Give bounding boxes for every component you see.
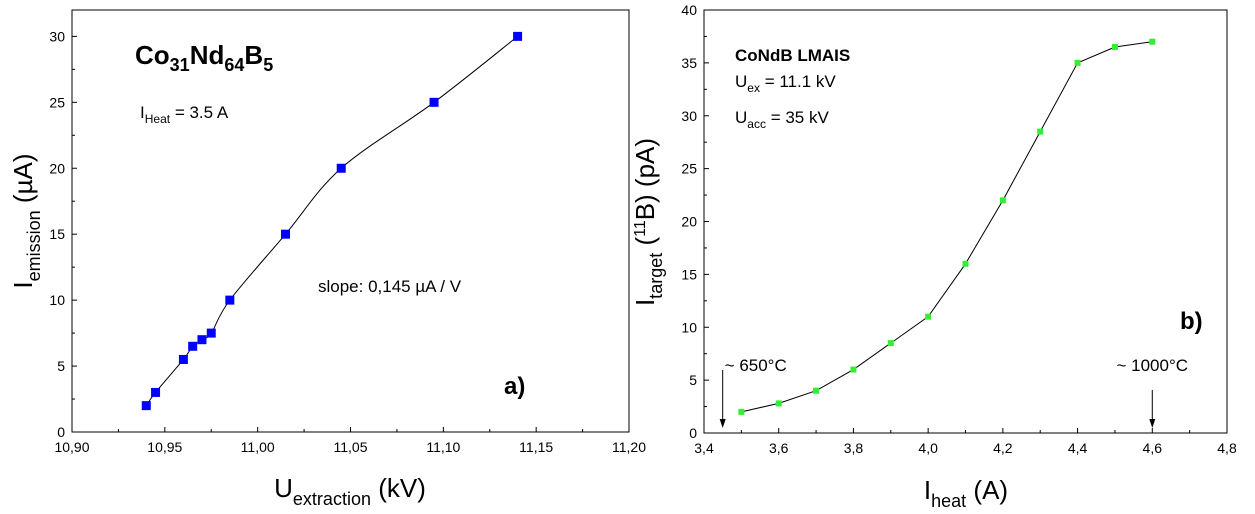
chart-b-title: CoNdB LMAIS xyxy=(735,46,850,65)
data-point xyxy=(1037,128,1044,135)
data-point xyxy=(281,229,291,239)
y-tick-label: 0 xyxy=(689,425,697,441)
chart-a-xlabel: Uextraction (kV) xyxy=(274,473,426,509)
y-tick-label: 20 xyxy=(681,214,697,230)
x-tick-label: 3,4 xyxy=(694,440,714,456)
x-tick-label: 3,8 xyxy=(844,440,864,456)
chart-a-ylabel: Iemission (µA) xyxy=(8,153,44,288)
annotation-label: ~ 650°C xyxy=(725,356,787,375)
x-tick-label: 4,2 xyxy=(993,440,1013,456)
y-tick-label: 0 xyxy=(57,424,65,440)
y-tick-label: 30 xyxy=(49,28,65,44)
x-tick-label: 11,10 xyxy=(426,439,460,455)
data-point xyxy=(336,163,346,173)
y-tick-label: 25 xyxy=(49,94,65,110)
chart-b-annotations: ~ 650°C ~ 1000°C xyxy=(719,356,1189,428)
data-point xyxy=(141,401,151,411)
y-tick-label: 25 xyxy=(681,161,697,177)
data-point xyxy=(206,328,216,338)
x-tick-label: 3,6 xyxy=(769,440,789,456)
chart-b: 3,4 3,6 3,8 4,0 4,2 4,4 4,6 4,8 0 5 10 15 20 25 30 35 40… xyxy=(630,2,1237,511)
y-tick-label: 35 xyxy=(681,55,697,71)
data-point xyxy=(887,340,894,347)
y-tick-label: 10 xyxy=(681,319,697,335)
data-point xyxy=(738,408,745,415)
data-point xyxy=(1111,44,1118,51)
x-tick-label: 4,6 xyxy=(1143,440,1163,456)
x-tick-label: 11,20 xyxy=(612,439,646,455)
chart-a-title: Co31Nd64B5 xyxy=(135,40,273,75)
x-tick-label: 11,05 xyxy=(334,439,368,455)
y-tick-label: 30 xyxy=(681,108,697,124)
annotation-arrowhead xyxy=(1149,419,1156,428)
data-point xyxy=(962,260,969,267)
data-point xyxy=(850,366,857,373)
chart-b-xlabel: Iheat (A) xyxy=(924,475,1008,511)
data-point xyxy=(999,197,1006,204)
x-tick-label: 4,8 xyxy=(1217,440,1237,456)
data-point xyxy=(151,387,161,397)
chart-a-frame xyxy=(71,9,630,433)
chart-a-panel-label: a) xyxy=(504,373,525,400)
x-tick-label: 4,4 xyxy=(1068,440,1088,456)
chart-a-axes: 10,90 10,95 11,00 11,05 11,10 11,15 11,20 0 5 10 1… xyxy=(49,28,646,455)
x-tick-label: 11,00 xyxy=(241,439,275,455)
chart-a-slope-label: slope: 0,145 µA / V xyxy=(318,277,462,296)
y-tick-label: 15 xyxy=(49,226,65,242)
data-point xyxy=(925,313,932,320)
y-tick-label: 20 xyxy=(49,160,65,176)
chart-b-axes: 3,4 3,6 3,8 4,0 4,2 4,4 4,6 4,8 0 5 10 15 20 25 30 35 40 xyxy=(681,2,1237,456)
y-tick-label: 15 xyxy=(681,266,697,282)
annotation-label: ~ 1000°C xyxy=(1117,356,1189,375)
data-point xyxy=(225,295,235,305)
y-tick-label: 40 xyxy=(681,2,697,18)
chart-a-points xyxy=(141,31,523,411)
y-tick-label: 5 xyxy=(57,358,65,374)
x-tick-label: 4,0 xyxy=(918,440,938,456)
data-point xyxy=(1074,59,1081,66)
chart-b-points xyxy=(738,38,1156,415)
data-point xyxy=(429,97,439,107)
chart-b-panel-label: b) xyxy=(1180,308,1203,335)
x-tick-label: 10,95 xyxy=(147,439,182,455)
chart-b-uex-label: Uex = 11.1 kV xyxy=(735,72,836,95)
data-point xyxy=(188,341,198,351)
chart-a-fit-curve xyxy=(145,35,518,406)
y-tick-label: 5 xyxy=(689,372,697,388)
data-point xyxy=(513,31,523,41)
chart-b-uacc-label: Uacc = 35 kV xyxy=(735,108,829,131)
x-tick-label: 11,15 xyxy=(519,439,553,455)
chart-b-series-line xyxy=(741,41,1153,413)
data-point xyxy=(813,387,820,394)
chart-b-ylabel: Itarget (11B) (pA) xyxy=(630,138,666,306)
x-tick-label: 10,90 xyxy=(54,439,89,455)
data-point xyxy=(775,400,782,407)
data-point xyxy=(1149,38,1156,45)
data-point xyxy=(178,354,188,364)
chart-a-heat-label: IHeat = 3.5 A xyxy=(140,103,229,126)
data-point xyxy=(197,335,207,345)
y-tick-label: 10 xyxy=(49,292,65,308)
chart-a: 10,90 10,95 11,00 11,05 11,10 11,15 11,20 0 5 10 1… xyxy=(8,9,646,509)
annotation-arrowhead xyxy=(719,419,726,428)
